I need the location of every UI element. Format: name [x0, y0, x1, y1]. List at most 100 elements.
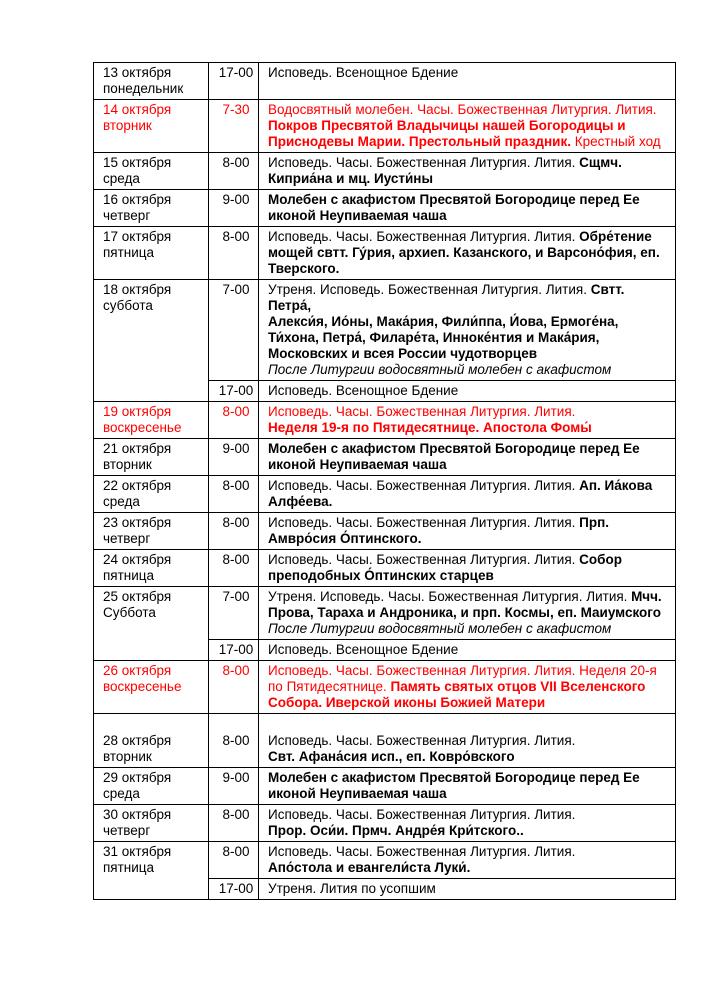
date-cell: 13 октября понедельник: [93, 62, 209, 100]
service-line: Исповедь. Часы. Божественная Литургия. Л…: [268, 552, 671, 568]
date-cell: 24 октября пятница: [93, 549, 209, 587]
service-line: Утреня. Исповедь. Божественная Литургия.…: [268, 282, 671, 314]
service-text: Исповедь. Часы. Божественная Литургия. Л…: [268, 844, 576, 859]
service-text: Исповедь. Часы. Божественная Литургия. Л…: [268, 733, 576, 748]
service-text-bold: иконой Неупиваемая чаша: [268, 786, 447, 801]
service-line: Молебен с акафистом Пресвятой Богородице…: [268, 770, 671, 786]
date-cell: 23 октября четверг: [93, 512, 209, 550]
time-cell: 9-00: [208, 189, 259, 227]
date-cell: 16 октября четверг: [93, 189, 209, 227]
service-line: иконой Неупиваемая чаша: [268, 208, 671, 224]
service-line: Собора. Иверской иконы Божией Матери: [268, 695, 671, 711]
date-line: 14 октября: [103, 102, 172, 117]
date-line: 28 октября: [103, 733, 172, 748]
service-line: Ти́хона, Петра́, Филаре́та, Инноке́нтия …: [268, 330, 671, 346]
date-line: вторник: [103, 457, 152, 472]
service-line: Московских и всея России чудотворцев: [268, 346, 671, 362]
service-text-bold: Ти́хона, Петра́, Филаре́та, Инноке́нтия …: [268, 330, 600, 345]
service-description-cell: Исповедь. Всенощное Бдение: [258, 62, 676, 100]
date-line: 16 октября: [103, 192, 172, 207]
time-cell: 7-00: [208, 279, 259, 381]
date-line: среда: [103, 171, 140, 186]
service-line: Исповедь. Часы. Божественная Литургия. Л…: [268, 807, 671, 823]
service-text: Исповедь. Часы. Божественная Литургия. Л…: [268, 807, 576, 822]
service-text-bold: Покров Пресвятой Владычицы нашей Богород…: [268, 118, 626, 133]
schedule-row: 23 октября четверг 8-00 Исповедь. Часы. Бож…: [93, 512, 676, 550]
service-text: Крестный ход: [570, 134, 661, 149]
service-description-cell: Молебен с акафистом Пресвятой Богородице…: [258, 438, 676, 476]
schedule-row: 21 октября вторник 9-00 Молебен с акафистом…: [93, 438, 676, 476]
time-cell: 8-00: [208, 841, 259, 879]
service-text: по Пятидесятнице.: [268, 679, 391, 694]
service-text: Исповедь. Часы. Божественная Литургия. Л…: [268, 404, 576, 419]
schedule-row: 17-00 Утреня. Лития по усопшим: [94, 878, 676, 900]
time-cell: 17-00: [208, 878, 259, 900]
service-line: Исповедь. Часы. Божественная Литургия. Л…: [268, 733, 671, 749]
service-line: Молебен с акафистом Пресвятой Богородице…: [268, 441, 671, 457]
service-text-bold: Свтт. Петра́,: [268, 282, 625, 313]
service-line: Исповедь. Часы. Божественная Литургия. Л…: [268, 515, 671, 531]
service-text-bold: Московских и всея России чудотворцев: [268, 346, 538, 361]
service-line: После Литургии водосвятный молебен с ака…: [268, 621, 671, 637]
service-line: Апо́стола и евангели́ста Луки́.: [268, 860, 671, 876]
schedule-row: 26 октября воскресенье 8-00 Исповедь. Часы.…: [93, 660, 676, 714]
service-text: Утреня. Лития по усопшим: [268, 881, 436, 896]
schedule-row: 17-00 Исповедь. Всенощное Бдение: [94, 380, 676, 402]
service-line: Тверского.: [268, 261, 671, 277]
service-text-bold: преподобных О́птинских старцев: [268, 568, 494, 583]
service-text-bold: Прор. Оси́и. Прмч. Андре́я Кри́тского..: [268, 823, 524, 838]
schedule-row: 17 октября пятница 8-00 Исповедь. Часы. Бож…: [93, 226, 676, 280]
date-cell: 26 октября воскресенье: [93, 660, 209, 714]
date-line: четверг: [103, 531, 151, 546]
service-text: Исповедь. Часы. Божественная Литургия. Л…: [268, 478, 580, 493]
service-text: Исповедь. Часы. Божественная Литургия. Л…: [268, 552, 580, 567]
service-text: Утреня. Исповедь. Часы. Божественная Лит…: [268, 589, 632, 604]
service-description-cell: Исповедь. Часы. Божественная Литургия. Л…: [258, 660, 676, 714]
service-text: Утреня. Исповедь. Божественная Литургия.…: [268, 282, 591, 297]
service-text: Исповедь. Часы. Божественная Литургия. Л…: [268, 229, 580, 244]
service-text-bold: Собора. Иверской иконы Божией Матери: [268, 695, 546, 710]
service-description-cell: Утреня. Исповедь. Часы. Божественная Лит…: [258, 586, 676, 640]
time-cell: 17-00: [208, 62, 259, 100]
service-line: Исповедь. Всенощное Бдение: [268, 642, 671, 658]
service-line: Киприа́на и мц. Иусти́ны: [268, 171, 671, 187]
service-line: Молебен с акафистом Пресвятой Богородице…: [268, 192, 671, 208]
service-line: Неделя 19-я по Пятидесятнице. Апостола Ф…: [268, 420, 671, 436]
date-cell: 28 октября вторник: [93, 713, 209, 768]
service-line: Водосвятный молебен. Часы. Божественная …: [268, 102, 671, 118]
date-line: пятница: [103, 568, 155, 583]
date-line: воскресенье: [103, 679, 182, 694]
service-text-bold: Тверского.: [268, 261, 340, 276]
service-line: иконой Неупиваемая чаша: [268, 457, 671, 473]
date-line: суббота: [103, 298, 153, 313]
time-cell: 8-00: [208, 401, 259, 439]
date-line: четверг: [103, 823, 151, 838]
time-cell: 8-00: [208, 475, 259, 513]
service-note-italic: После Литургии водосвятный молебен с ака…: [268, 621, 612, 636]
service-description-cell: Молебен с акафистом Пресвятой Богородице…: [258, 767, 676, 805]
date-cell: 19 октября воскресенье: [93, 401, 209, 439]
date-cell: 21 октября вторник: [93, 438, 209, 476]
date-line: вторник: [103, 118, 152, 133]
service-text-bold: Апо́стола и евангели́ста Луки́.: [268, 860, 471, 875]
schedule-row: 22 октября среда 8-00 Исповедь. Часы. Боже…: [93, 475, 676, 513]
service-text-bold: Неделя 19-я по Пятидесятнице. Апостола Ф…: [268, 420, 592, 435]
schedule-table-body: 13 октября понедельник 17-00 Исповедь. Всен…: [93, 62, 676, 900]
time-cell: 8-00: [208, 660, 259, 714]
service-description-cell: Исповедь. Всенощное Бдение: [258, 639, 676, 661]
service-line: Алекси́я, Ио́ны, Мака́рия, Фили́ппа, И́о…: [268, 314, 671, 330]
time-cell: 9-00: [208, 438, 259, 476]
service-description-cell: Молебен с акафистом Пресвятой Богородице…: [258, 189, 676, 227]
service-text-bold: Память святых отцов VII Вселенского: [390, 679, 646, 694]
date-cell: 14 октября вторник: [93, 99, 209, 153]
service-text-bold: Прова, Тараха и Андроника, и прп. Космы,…: [268, 605, 661, 620]
schedule-row: 18 октября суббота 7-00 Утреня. Исповедь. Б…: [93, 279, 676, 402]
date-cell: 31 октября пятница: [93, 841, 209, 900]
service-description-cell: Исповедь. Часы. Божественная Литургия. Л…: [258, 841, 676, 879]
date-cell: 29 октября среда: [93, 767, 209, 805]
schedule-row: 15 октября среда 8-00 Исповедь. Часы. Божес…: [93, 152, 676, 190]
service-description-cell: Водосвятный молебен. Часы. Божественная …: [258, 99, 676, 153]
service-line: После Литургии водосвятный молебен с ака…: [268, 362, 671, 378]
service-text-bold: Приснодевы Марии. Престольный праздник.: [268, 134, 571, 149]
service-description-cell: Исповедь. Часы. Божественная Литургия. Л…: [258, 152, 676, 190]
